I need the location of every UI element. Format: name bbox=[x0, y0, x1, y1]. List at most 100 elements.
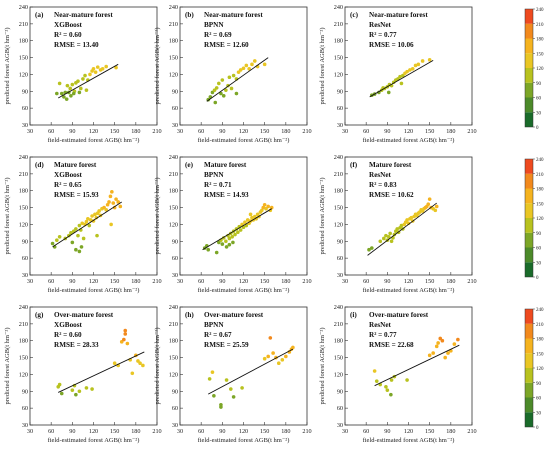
colorbar-segment bbox=[525, 382, 533, 398]
scatter-panel: 30 60 90 120 150 180 210 30 60 90 120 150 180 210 240 f… bbox=[319, 154, 477, 294]
x-tick-label: 90 bbox=[384, 128, 390, 135]
y-tick-label: 120 bbox=[19, 71, 28, 78]
colorbar-tick-label: 210 bbox=[536, 23, 544, 28]
data-point bbox=[264, 206, 268, 211]
y-tick-label: 60 bbox=[172, 105, 178, 112]
x-tick-label: 180 bbox=[281, 278, 290, 285]
data-point bbox=[74, 247, 78, 252]
data-point bbox=[214, 86, 219, 90]
colorbar-segment bbox=[525, 68, 533, 83]
data-point bbox=[261, 205, 266, 210]
data-point bbox=[284, 354, 288, 359]
colorbar-segment bbox=[525, 218, 533, 233]
x-tick-label: 90 bbox=[69, 128, 75, 135]
rmse: RMSE = 13.40 bbox=[54, 41, 99, 49]
data-point bbox=[76, 79, 80, 83]
x-tick-label: 30 bbox=[342, 128, 348, 135]
y-tick-label: 150 bbox=[334, 205, 343, 212]
scatter-panel: 30 60 90 120 150 180 210 30 60 90 120 150 180 210 240 f… bbox=[4, 4, 162, 144]
y-tick-label: 30 bbox=[22, 122, 28, 129]
data-point bbox=[262, 202, 267, 207]
data-point bbox=[254, 217, 258, 221]
data-point bbox=[405, 69, 409, 74]
y-tick-label: 90 bbox=[22, 238, 28, 245]
scatter-panel: 30 60 90 120 150 180 210 30 60 90 120 150 180 210 240 f… bbox=[319, 304, 477, 444]
model-name: ResNet bbox=[369, 171, 392, 179]
x-tick-label: 120 bbox=[89, 128, 98, 135]
data-point bbox=[87, 223, 92, 228]
data-point bbox=[436, 341, 440, 345]
colorbar-tick-label: 240 bbox=[536, 308, 544, 313]
data-point bbox=[57, 81, 62, 86]
y-tick-label: 120 bbox=[19, 221, 28, 228]
x-tick-label: 210 bbox=[302, 428, 311, 435]
data-point bbox=[280, 358, 285, 362]
model-name: BPNN bbox=[204, 21, 224, 29]
data-point bbox=[125, 341, 130, 346]
colorbar-segment bbox=[525, 112, 533, 127]
plot-frame bbox=[179, 306, 308, 426]
data-point bbox=[114, 197, 118, 201]
data-point bbox=[104, 208, 108, 212]
x-tick-label: 180 bbox=[446, 128, 455, 135]
data-point bbox=[434, 204, 439, 209]
data-point bbox=[385, 388, 390, 392]
y-tick-label: 90 bbox=[172, 388, 178, 395]
x-axis-title: field-estimated forest AGB(t hm⁻²) bbox=[198, 437, 290, 444]
y-tick-label: 150 bbox=[19, 205, 28, 212]
y-tick-label: 30 bbox=[172, 272, 178, 279]
y-tick-label: 150 bbox=[334, 55, 343, 62]
x-tick-label: 90 bbox=[219, 428, 225, 435]
data-point bbox=[382, 236, 386, 241]
colorbar-tick-label: 90 bbox=[536, 82, 542, 87]
fit-line bbox=[367, 202, 437, 256]
data-point bbox=[95, 65, 100, 69]
x-tick-label: 180 bbox=[131, 428, 140, 435]
x-tick-label: 150 bbox=[260, 128, 269, 135]
data-point bbox=[386, 234, 391, 239]
data-point bbox=[206, 247, 211, 252]
y-tick-label: 60 bbox=[337, 105, 343, 112]
r-squared: R² = 0.60 bbox=[54, 331, 82, 339]
data-point bbox=[427, 58, 432, 62]
data-point bbox=[100, 67, 105, 71]
y-tick-label: 150 bbox=[169, 355, 178, 362]
data-point bbox=[69, 231, 73, 235]
r-squared: R² = 0.77 bbox=[369, 331, 397, 339]
x-tick-label: 210 bbox=[302, 128, 311, 135]
data-point bbox=[69, 93, 73, 98]
y-tick-label: 180 bbox=[19, 188, 28, 195]
data-point bbox=[93, 212, 97, 217]
y-axis-title: predicted forest AGB(t hm⁻²) bbox=[4, 177, 11, 254]
data-point bbox=[231, 395, 236, 399]
x-tick-label: 180 bbox=[131, 128, 140, 135]
y-tick-label: 180 bbox=[169, 188, 178, 195]
data-point bbox=[236, 70, 241, 74]
colorbar-segment bbox=[525, 203, 533, 218]
x-tick-label: 60 bbox=[48, 278, 54, 285]
data-point bbox=[367, 247, 371, 252]
x-tick-label: 210 bbox=[467, 278, 476, 285]
x-tick-label: 150 bbox=[425, 428, 434, 435]
colorbar-tick-label: 30 bbox=[536, 111, 542, 116]
colorbar-segment bbox=[525, 309, 533, 324]
x-tick-label: 60 bbox=[48, 128, 54, 135]
rmse: RMSE = 28.33 bbox=[54, 341, 99, 349]
y-tick-label: 60 bbox=[172, 255, 178, 262]
data-point bbox=[136, 359, 140, 363]
data-point bbox=[384, 233, 388, 238]
data-point bbox=[90, 387, 94, 391]
y-tick-label: 90 bbox=[337, 238, 343, 245]
x-tick-label: 30 bbox=[342, 278, 348, 285]
data-point bbox=[252, 59, 257, 63]
data-point bbox=[80, 221, 85, 226]
data-point bbox=[123, 328, 128, 333]
y-tick-label: 210 bbox=[334, 171, 343, 178]
x-tick-label: 180 bbox=[446, 278, 455, 285]
data-point bbox=[231, 240, 235, 245]
data-point bbox=[427, 197, 432, 201]
y-tick-label: 90 bbox=[22, 88, 28, 95]
data-point bbox=[247, 67, 251, 71]
data-point bbox=[266, 204, 270, 209]
colorbar: 0 30 60 90 120 150 180 210 240 bbox=[524, 158, 544, 281]
